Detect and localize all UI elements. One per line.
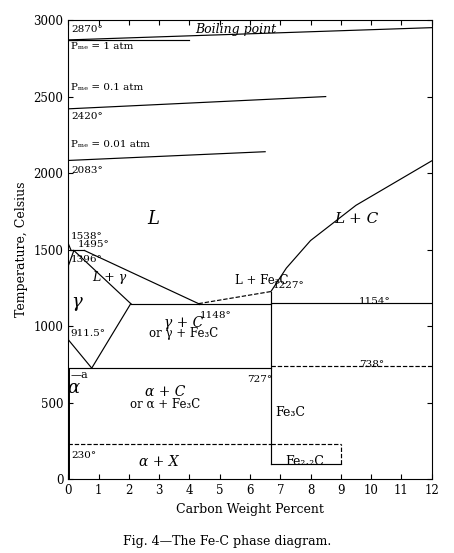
Text: Boiling point: Boiling point: [196, 23, 276, 36]
Text: 1227°: 1227°: [273, 281, 305, 290]
Y-axis label: Temperature, Celsius: Temperature, Celsius: [15, 182, 28, 317]
Text: L: L: [147, 210, 159, 228]
Text: L + Fe₃C: L + Fe₃C: [235, 274, 288, 287]
Text: or γ + Fe₃C: or γ + Fe₃C: [149, 327, 218, 341]
Text: 1495°: 1495°: [78, 239, 110, 249]
Text: 2420°: 2420°: [71, 112, 103, 121]
Text: 911.5°: 911.5°: [71, 329, 106, 338]
Text: —a: —a: [71, 371, 89, 380]
Text: 230°: 230°: [71, 451, 96, 460]
Text: Fig. 4—The Fe-C phase diagram.: Fig. 4—The Fe-C phase diagram.: [123, 535, 331, 547]
Text: L + γ: L + γ: [92, 271, 126, 284]
Text: α + X: α + X: [139, 455, 179, 469]
Text: or α + Fe₃C: or α + Fe₃C: [130, 398, 200, 411]
Text: Pₘₑ = 1 atm: Pₘₑ = 1 atm: [71, 41, 133, 50]
Text: 1148°: 1148°: [200, 311, 232, 320]
Text: Pₘₑ = 0.1 atm: Pₘₑ = 0.1 atm: [71, 83, 143, 92]
Text: 1154°: 1154°: [359, 296, 391, 306]
Text: 1396°: 1396°: [71, 255, 103, 264]
Text: Fe₃C: Fe₃C: [276, 405, 306, 419]
Text: γ + C: γ + C: [164, 316, 203, 330]
Text: α + C: α + C: [145, 385, 186, 399]
Text: 2870°: 2870°: [71, 25, 103, 34]
Text: 2083°: 2083°: [71, 165, 103, 175]
Text: Pₘₑ = 0.01 atm: Pₘₑ = 0.01 atm: [71, 140, 150, 149]
Text: γ: γ: [72, 293, 82, 311]
Text: 738°: 738°: [359, 361, 384, 369]
Text: L + C: L + C: [334, 212, 378, 226]
Text: 1538°: 1538°: [71, 232, 103, 241]
X-axis label: Carbon Weight Percent: Carbon Weight Percent: [176, 503, 324, 516]
Text: α: α: [67, 379, 79, 397]
Text: 727°: 727°: [247, 375, 272, 384]
Text: Fe₂.₂C: Fe₂.₂C: [285, 455, 324, 468]
